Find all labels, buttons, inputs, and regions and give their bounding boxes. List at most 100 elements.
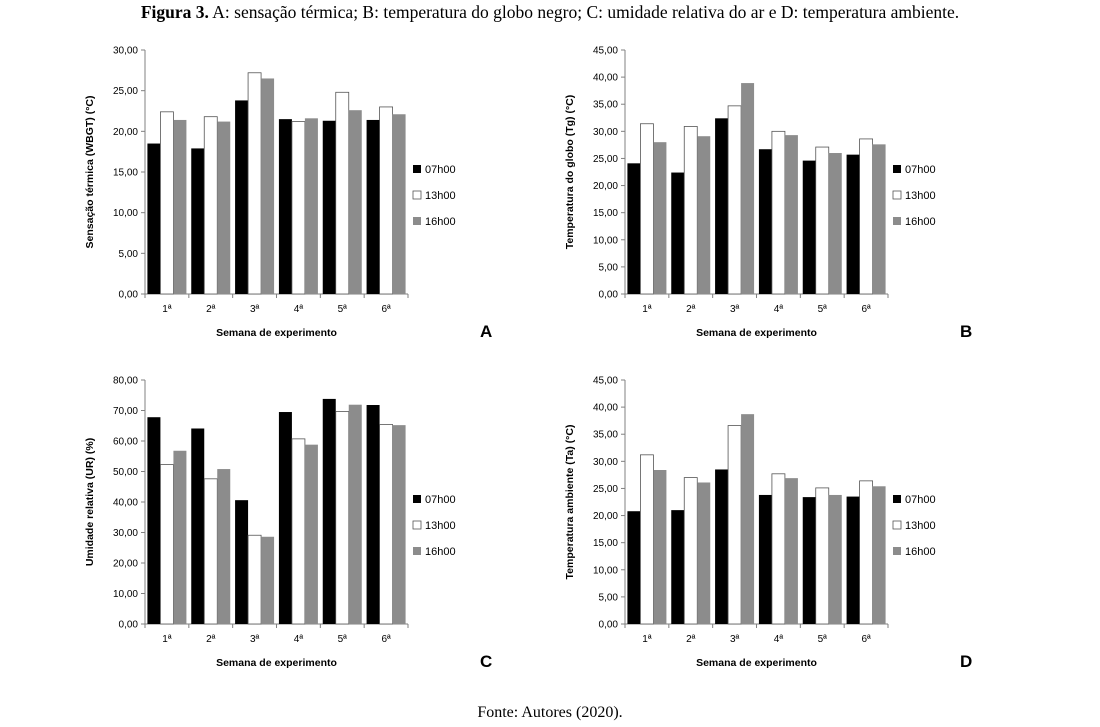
bar-16h00-week-6 [872,486,886,624]
bar-16h00-week-4 [784,478,798,624]
bar-16h00-week-5 [828,153,842,294]
figure-caption: Figura 3. A: sensação térmica; B: temper… [0,2,1100,23]
bar-16h00-week-3 [741,414,755,624]
bar-07h00-week-3 [715,118,729,294]
y-tick-label: 70,00 [113,406,138,417]
chart-svg: 0,00 5,00 10,00 15,00 20,00 25,00 30,00 1ª 2ª 3ª 4… [84,46,492,342]
bar-07h00-week-6 [846,496,860,624]
legend-label: 13h00 [905,190,936,202]
legend-swatch-16h00 [893,217,901,225]
chart-svg: 0,00 5,00 10,00 15,00 20,00 25,00 30,00 35,00 40… [564,376,972,672]
y-tick-label: 10,00 [593,235,618,246]
legend-swatch-16h00 [893,547,901,555]
bar-07h00-week-6 [846,154,860,294]
legend-swatch-07h00 [893,495,901,503]
legend-swatch-16h00 [413,217,421,225]
bar-07h00-week-6 [366,405,380,624]
y-tick-label: 40,00 [593,403,618,414]
y-tick-label: 40,00 [113,498,138,509]
chart-svg: 0,00 10,00 20,00 30,00 40,00 50,00 60,00 70,00 8… [84,376,492,672]
y-tick-label: 5,00 [599,262,619,273]
y-tick-label: 10,00 [593,565,618,576]
bar-13h00-week-4 [291,121,306,295]
legend-label: 07h00 [425,164,456,176]
bar-07h00-week-2 [191,428,205,624]
x-tick-label: 5ª [338,304,348,315]
x-tick-label: 3ª [730,634,740,645]
bar-13h00-week-2 [683,477,698,625]
bar-13h00-week-4 [771,473,786,625]
y-tick-label: 10,00 [113,589,138,600]
legend-label: 07h00 [905,164,936,176]
bar-07h00-week-4 [278,412,292,624]
y-tick-label: 0,00 [119,620,139,631]
bar-13h00-week-1 [640,123,654,295]
bar-16h00-week-1 [653,470,667,624]
y-tick-label: 25,00 [593,154,618,165]
y-tick-label: 45,00 [593,376,618,387]
bar-13h00-week-4 [771,130,786,295]
x-tick-label: 4ª [294,304,304,315]
y-tick-label: 0,00 [599,290,619,301]
bar-07h00-week-4 [758,494,772,624]
bar-07h00-week-4 [758,149,772,294]
y-tick-label: 80,00 [113,376,138,387]
x-tick-label: 5ª [338,634,348,645]
panel-letter: C [480,652,492,671]
bar-16h00-week-3 [261,536,275,624]
x-tick-label: 3ª [730,304,740,315]
x-tick-label: 1ª [162,304,172,315]
legend-label: 07h00 [905,494,936,506]
y-tick-label: 30,00 [593,127,618,138]
x-tick-label: 6ª [861,634,871,645]
y-tick-label: 60,00 [113,437,138,448]
bar-16h00-week-2 [217,469,231,624]
x-tick-label: 3ª [250,634,260,645]
y-tick-label: 15,00 [113,168,138,179]
x-axis-title: Semana de experimento [696,327,817,339]
y-tick-label: 0,00 [119,290,139,301]
legend-swatch-13h00 [412,520,422,530]
chart-panel-d: 0,00 5,00 10,00 15,00 20,00 25,00 30,00 35,00 40… [560,370,1010,680]
bar-13h00-week-6 [379,106,393,295]
y-tick-label: 15,00 [593,208,618,219]
y-tick-label: 40,00 [593,73,618,84]
x-axis-title: Semana de experimento [216,327,337,339]
bar-16h00-week-4 [784,135,798,294]
bar-16h00-week-4 [304,118,318,294]
x-tick-label: 3ª [250,304,260,315]
y-tick-label: 25,00 [113,86,138,97]
legend-swatch-07h00 [413,165,421,173]
bar-16h00-week-6 [872,144,886,294]
chart-panel-c: 0,00 10,00 20,00 30,00 40,00 50,00 60,00 70,00 8… [80,370,530,680]
legend-swatch-07h00 [413,495,421,503]
bar-07h00-week-5 [322,398,336,624]
bar-16h00-week-2 [217,121,231,294]
bar-13h00-week-2 [203,116,218,295]
y-axis-title: Umidade relativa (UR) (%) [84,438,96,566]
bar-13h00-week-6 [379,424,393,625]
bar-16h00-week-5 [348,404,362,624]
y-tick-label: 20,00 [113,127,138,138]
x-tick-label: 2ª [206,304,216,315]
x-tick-label: 4ª [774,304,784,315]
legend-label: 07h00 [425,494,456,506]
bar-13h00-week-6 [859,138,873,295]
bar-16h00-week-3 [261,78,275,294]
figure-caption-text: A: sensação térmica; B: temperatura do g… [208,2,960,22]
bar-13h00-week-1 [160,464,174,625]
x-tick-label: 4ª [294,634,304,645]
legend-label: 16h00 [905,216,936,228]
bar-16h00-week-1 [173,450,187,624]
y-tick-label: 20,00 [113,559,138,570]
bar-13h00-week-4 [291,438,306,625]
bar-07h00-week-1 [627,163,641,294]
y-axis-title: Temperatura ambiente (Ta) (°C) [564,425,576,580]
y-tick-label: 45,00 [593,46,618,57]
legend-label: 16h00 [905,546,936,558]
bar-07h00-week-5 [802,497,816,624]
x-tick-label: 2ª [206,634,216,645]
x-tick-label: 6ª [861,304,871,315]
bar-16h00-week-6 [392,114,406,295]
bar-16h00-week-2 [697,136,711,294]
